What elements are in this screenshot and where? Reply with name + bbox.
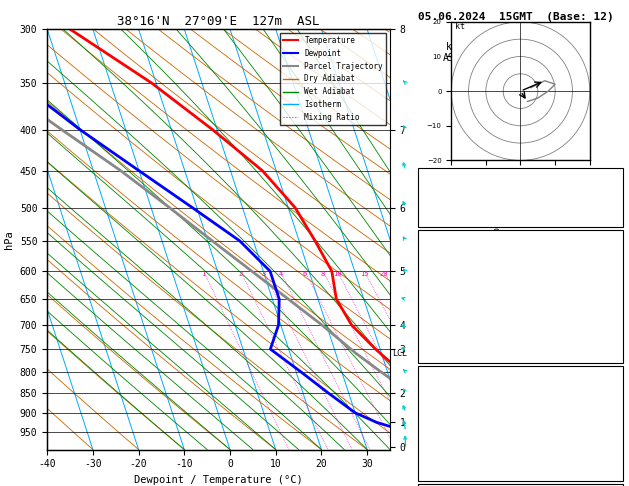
Text: Temp (°C): Temp (°C) bbox=[421, 256, 470, 264]
Text: 144: 144 bbox=[603, 348, 620, 357]
Text: θₑ(K): θₑ(K) bbox=[421, 293, 448, 301]
Text: PW (cm): PW (cm) bbox=[421, 212, 459, 221]
Text: kt: kt bbox=[455, 22, 465, 31]
Text: 4: 4 bbox=[278, 271, 282, 277]
Text: 26: 26 bbox=[609, 175, 620, 184]
Title: 38°16'N  27°09'E  127m  ASL: 38°16'N 27°09'E 127m ASL bbox=[118, 15, 320, 28]
Text: 144: 144 bbox=[603, 466, 620, 474]
Text: Lifted Index: Lifted Index bbox=[421, 429, 486, 437]
Y-axis label: km
ASL: km ASL bbox=[443, 42, 460, 63]
Text: CIN (J): CIN (J) bbox=[421, 466, 459, 474]
Text: 0: 0 bbox=[614, 447, 620, 456]
Text: 15: 15 bbox=[360, 271, 369, 277]
Text: LCL: LCL bbox=[392, 349, 407, 358]
Text: θₑ (K): θₑ (K) bbox=[421, 410, 454, 419]
Text: 45: 45 bbox=[609, 193, 620, 202]
Text: Mixing Ratio (g/kg): Mixing Ratio (g/kg) bbox=[493, 192, 502, 287]
Legend: Temperature, Dewpoint, Parcel Trajectory, Dry Adiabat, Wet Adiabat, Isotherm, Mi: Temperature, Dewpoint, Parcel Trajectory… bbox=[280, 33, 386, 125]
Text: 11.8: 11.8 bbox=[598, 274, 620, 283]
Text: 3: 3 bbox=[262, 271, 265, 277]
Text: 05.06.2024  15GMT  (Base: 12): 05.06.2024 15GMT (Base: 12) bbox=[418, 12, 614, 22]
Text: 10: 10 bbox=[333, 271, 342, 277]
Text: 332: 332 bbox=[603, 293, 620, 301]
Text: 32.3: 32.3 bbox=[598, 256, 620, 264]
Text: Most Unstable: Most Unstable bbox=[482, 373, 559, 382]
Text: Surface: Surface bbox=[500, 237, 541, 246]
Text: Pressure (mb): Pressure (mb) bbox=[421, 392, 491, 400]
Text: © weatheronline.co.uk: © weatheronline.co.uk bbox=[472, 471, 569, 480]
Text: 0: 0 bbox=[614, 330, 620, 338]
Text: K: K bbox=[421, 175, 427, 184]
Y-axis label: hPa: hPa bbox=[4, 230, 14, 249]
Text: CIN (J): CIN (J) bbox=[421, 348, 459, 357]
Text: CAPE (J): CAPE (J) bbox=[421, 447, 464, 456]
X-axis label: Dewpoint / Temperature (°C): Dewpoint / Temperature (°C) bbox=[134, 475, 303, 485]
Text: 2.44: 2.44 bbox=[598, 212, 620, 221]
Text: 1: 1 bbox=[614, 311, 620, 320]
Text: Totals Totals: Totals Totals bbox=[421, 193, 491, 202]
Text: 1: 1 bbox=[614, 429, 620, 437]
Text: 20: 20 bbox=[380, 271, 388, 277]
Text: Dewp (°C): Dewp (°C) bbox=[421, 274, 470, 283]
Text: 1: 1 bbox=[201, 271, 206, 277]
Text: Lifted Index: Lifted Index bbox=[421, 311, 486, 320]
Text: 8: 8 bbox=[321, 271, 325, 277]
Text: 998: 998 bbox=[603, 392, 620, 400]
Text: 332: 332 bbox=[603, 410, 620, 419]
Text: 6: 6 bbox=[303, 271, 307, 277]
Text: CAPE (J): CAPE (J) bbox=[421, 330, 464, 338]
Text: 2: 2 bbox=[238, 271, 243, 277]
